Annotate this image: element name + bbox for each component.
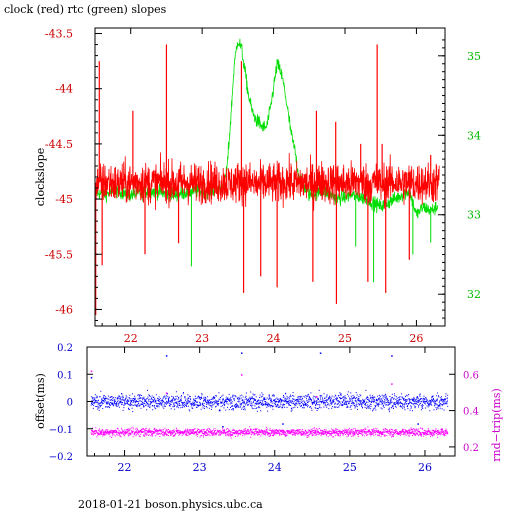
rndtrip-outlier-point (240, 374, 243, 376)
y-tick-label: −0.2 (49, 452, 73, 463)
offset-series-points (90, 389, 449, 413)
y-axis-label: clockslope (34, 148, 47, 206)
offset-outlier-point (282, 423, 284, 425)
offset-outlier-point (222, 426, 224, 428)
y2-tick-label: 35 (467, 50, 481, 63)
x-tick-label: 25 (338, 332, 352, 345)
y2-tick-label: 34 (467, 129, 481, 142)
rndtrip-outlier-point (90, 370, 93, 373)
y-tick-label: 0.1 (57, 370, 73, 381)
offset-outlier-point (90, 376, 93, 379)
offset-outlier-point (240, 352, 243, 354)
rndtrip-outlier-point (165, 392, 168, 394)
y2-axis-label: rnd−trip(ms) (490, 388, 503, 462)
x-tick-label: 25 (343, 461, 357, 474)
y-tick-label: -45.5 (45, 248, 73, 261)
y2-tick-label: 33 (467, 209, 481, 222)
y-tick-label: -43.5 (45, 28, 73, 41)
chart-title: clock (red) rtc (green) slopes (4, 3, 167, 16)
rtc-series-line (95, 38, 438, 219)
x-tick-label: 22 (118, 461, 132, 474)
x-tick-label: 26 (418, 461, 432, 474)
x-tick-label: 26 (409, 332, 423, 345)
offset-chart: 22 23 24 25 26 0.2 0.1 0 −0.1 −0.2 0.2 0.4 0.6 offset… (34, 343, 503, 474)
rndtrip-outlier-point (391, 383, 393, 385)
footer-label: 2018-01-21 boson.physics.ubc.ca (78, 498, 263, 511)
slope-chart: 22 23 24 25 26 -43.5 -44 -44.5 -45 -45.5 -46 32 33 34… (34, 27, 481, 345)
offset-outlier-point (391, 355, 393, 357)
x-tick-label: 22 (124, 332, 138, 345)
y-tick-label: −0.1 (49, 425, 73, 436)
y-tick-label: -46 (55, 303, 73, 316)
rndtrip-series-points (90, 426, 449, 439)
y2-tick-label: 0.4 (463, 407, 479, 418)
offset-outlier-point (165, 355, 168, 357)
x-tick-label: 24 (267, 332, 281, 345)
offset-outlier-point (417, 423, 419, 425)
x-tick-label: 23 (195, 332, 209, 345)
x-tick-label: 23 (193, 461, 207, 474)
y-axis-label: offset(ms) (34, 373, 47, 429)
offset-outlier-point (319, 352, 322, 354)
y-tick-label: -45 (55, 193, 73, 206)
y2-tick-label: 32 (467, 288, 481, 301)
y-tick-label: -44.5 (45, 138, 73, 151)
y2-tick-label: 0.6 (463, 370, 479, 381)
y2-tick-label: 0.2 (463, 443, 479, 454)
x-tick-label: 24 (268, 461, 282, 474)
y-tick-label: -44 (55, 83, 73, 96)
offset-plot-area (90, 352, 449, 439)
y-tick-label: 0 (67, 398, 73, 409)
slope-plot-area (95, 38, 440, 315)
y-tick-label: 0.2 (57, 343, 73, 354)
rndtrip-outlier-point (316, 396, 318, 398)
